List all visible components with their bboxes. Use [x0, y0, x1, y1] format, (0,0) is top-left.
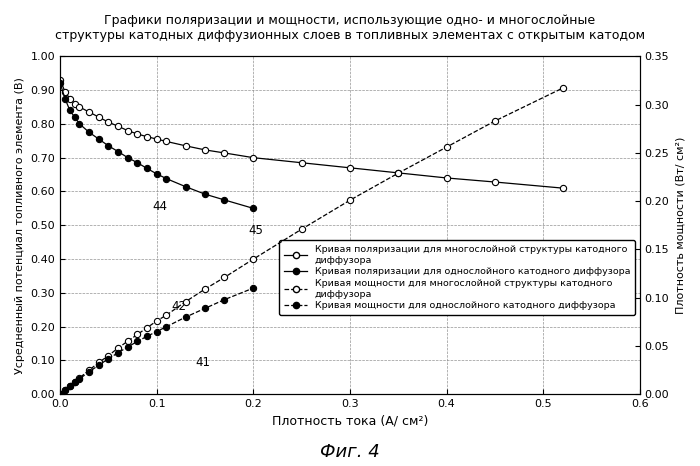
Y-axis label: Усредненный потенциал топливного элемента (В): Усредненный потенциал топливного элемент… [15, 77, 25, 374]
Text: Графики поляризации и мощности, использующие одно- и многослойные
структуры като: Графики поляризации и мощности, использу… [55, 14, 645, 42]
Text: Фиг. 4: Фиг. 4 [320, 443, 380, 461]
Text: 45: 45 [248, 224, 263, 237]
Text: 41: 41 [195, 356, 211, 369]
Y-axis label: Плотность мощности (Вт/ см²): Плотность мощности (Вт/ см²) [675, 137, 685, 314]
Text: 44: 44 [152, 200, 167, 213]
X-axis label: Плотность тока (А/ см²): Плотность тока (А/ см²) [272, 415, 428, 428]
Legend: Кривая поляризации для многослойной структуры катодного
диффузора, Кривая поляри: Кривая поляризации для многослойной стру… [279, 240, 635, 315]
Text: 42: 42 [172, 301, 186, 314]
